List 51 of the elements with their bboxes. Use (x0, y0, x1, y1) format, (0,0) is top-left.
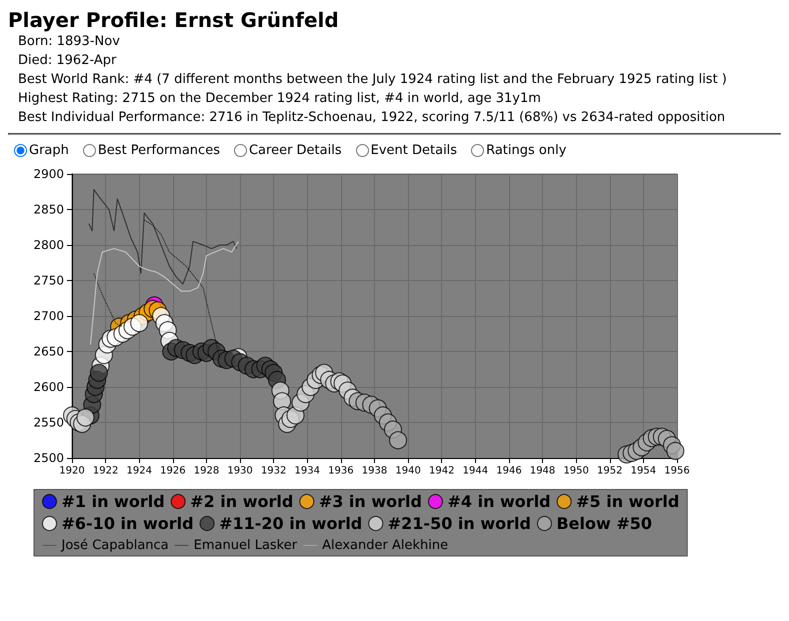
x-tick-label: 1920 (59, 466, 85, 476)
y-tick-label: 2650 (33, 344, 64, 358)
y-tick-label: 2700 (33, 309, 64, 323)
x-tick-label: 1946 (496, 466, 522, 476)
text: Ratings only (486, 143, 566, 158)
x-tick-label: 1922 (92, 466, 118, 476)
legend-label: #5 in world (576, 492, 680, 511)
x-tick-label: 1950 (563, 466, 589, 476)
text: Died: 1962-Apr (18, 52, 118, 70)
text: Best Individual Performance: 2716 in Teplitz-Schoenau, 1922, scoring 7.5/11 (68%) vs 2634-rated opposition (18, 109, 726, 127)
text: Best World Rank: #4 (7 different months between the July 1924 rating list and the February 1925 rating list ) (18, 71, 728, 89)
legend-label: Below #50 (556, 514, 652, 533)
legend-label: #1 in world (62, 492, 165, 511)
legend-label: #21-50 in world (388, 514, 531, 533)
text: Event Details (370, 143, 458, 158)
x-tick-label: 1928 (194, 466, 220, 476)
x-tick-label: 1940 (395, 466, 421, 476)
x-tick-label: 1952 (597, 466, 623, 476)
text: Best Performances (98, 143, 220, 158)
x-tick-label: 1926 (160, 466, 186, 476)
y-tick-label: 2800 (33, 238, 64, 252)
x-tick-label: 1936 (328, 466, 354, 476)
x-tick-label: 1924 (126, 466, 152, 476)
legend-label: Emanuel Lasker (194, 538, 298, 553)
legend-label: #3 in world (318, 492, 422, 511)
y-tick-label: 2900 (33, 167, 64, 181)
x-tick-label: 1942 (428, 466, 454, 476)
x-tick-label: 1956 (664, 466, 690, 476)
y-tick-label: 2750 (33, 274, 64, 288)
text: Highest Rating: 2715 on the December 1924 rating list, #4 in world, age 31y1m (18, 90, 542, 108)
text: Career Details (248, 143, 342, 158)
legend-label: José Capablanca (60, 538, 169, 553)
text: Graph (29, 143, 69, 158)
x-tick-label: 1932 (260, 466, 286, 476)
y-tick-label: 2500 (33, 451, 64, 465)
legend-label: #2 in world (190, 492, 294, 511)
y-tick-label: 2600 (33, 380, 64, 394)
y-tick-label: 2550 (33, 416, 64, 430)
legend-label: #6-10 in world (62, 514, 194, 533)
x-tick-label: 1954 (630, 466, 656, 476)
legend-label: #4 in world (447, 492, 551, 511)
x-tick-label: 1930 (227, 466, 253, 476)
text: Born: 1893-Nov (18, 33, 121, 51)
x-tick-label: 1948 (530, 466, 556, 476)
x-tick-label: 1944 (462, 466, 488, 476)
y-tick-label: 2850 (33, 202, 64, 216)
chart-title: Player Profile: Ernst Grünfeld (8, 8, 340, 32)
legend-label: #11-20 in world (219, 514, 362, 533)
legend-label: Alexander Alekhine (322, 538, 448, 553)
x-tick-label: 1934 (294, 466, 320, 476)
x-tick-label: 1938 (362, 466, 388, 476)
